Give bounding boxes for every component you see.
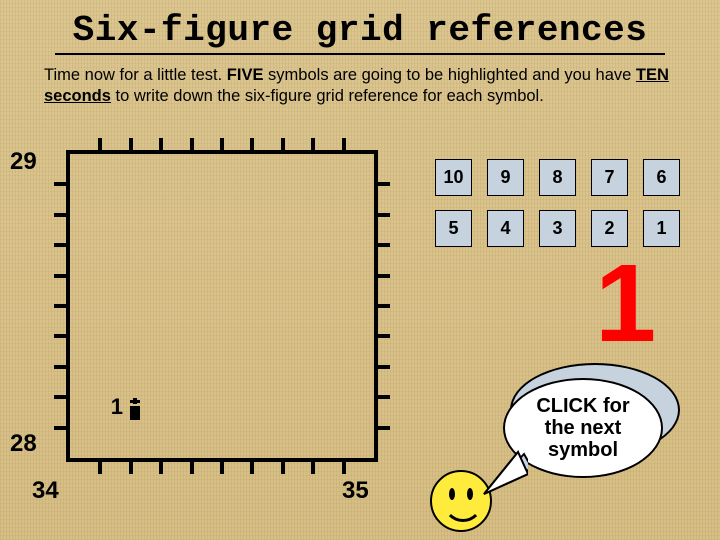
grid-tick	[281, 462, 285, 474]
grid-tick	[311, 138, 315, 150]
grid-tick	[129, 138, 133, 150]
grid-tick	[54, 426, 66, 430]
countdown-box: 7	[591, 159, 628, 196]
grid-tick	[250, 138, 254, 150]
countdown-box: 4	[487, 210, 524, 247]
grid-tick	[159, 138, 163, 150]
countdown-box: 10	[435, 159, 472, 196]
grid-tick	[54, 395, 66, 399]
speech-bubble-front-text: CLICK for the next symbol	[505, 389, 661, 467]
speech-bubble-tail-icon	[478, 450, 528, 500]
grid-tick	[54, 274, 66, 278]
church-icon	[127, 398, 143, 425]
symbol-marker-label: 1	[111, 394, 123, 420]
grid-tick	[54, 334, 66, 338]
grid-tick	[342, 462, 346, 474]
grid-tick	[159, 462, 163, 474]
grid-tick	[250, 462, 254, 474]
grid-tick	[378, 365, 390, 369]
grid-tick	[190, 138, 194, 150]
countdown-box: 6	[643, 159, 680, 196]
grid-tick	[378, 213, 390, 217]
grid-tick	[220, 138, 224, 150]
grid-tick	[54, 243, 66, 247]
grid-label-x-start: 34	[32, 477, 59, 505]
grid-label-top-left: 29	[10, 148, 37, 176]
grid-tick	[54, 365, 66, 369]
page-title: Six-figure grid references	[55, 0, 665, 55]
grid-tick	[378, 334, 390, 338]
countdown-box: 3	[539, 210, 576, 247]
grid-tick	[378, 304, 390, 308]
grid-tick	[98, 462, 102, 474]
grid-tick	[54, 182, 66, 186]
grid-tick	[342, 138, 346, 150]
grid-tick	[129, 462, 133, 474]
grid-tick	[378, 426, 390, 430]
grid-tick	[54, 304, 66, 308]
grid-tick	[190, 462, 194, 474]
grid-label-x-end: 35	[342, 477, 369, 505]
grid-tick	[378, 395, 390, 399]
grid-tick	[281, 138, 285, 150]
countdown-box: 8	[539, 159, 576, 196]
countdown-big-number: 1	[595, 240, 656, 367]
grid-label-bottom-left: 28	[10, 430, 37, 458]
countdown-box: 5	[435, 210, 472, 247]
grid-tick	[378, 182, 390, 186]
grid-tick	[98, 138, 102, 150]
grid-tick	[54, 213, 66, 217]
instructions-text: Time now for a little test. FIVE symbols…	[0, 61, 720, 106]
grid-square: 1	[66, 150, 378, 462]
grid-tick	[378, 274, 390, 278]
countdown-row-1: 10 9876	[435, 159, 680, 196]
countdown-box: 9	[487, 159, 524, 196]
grid-tick	[378, 243, 390, 247]
grid-tick	[311, 462, 315, 474]
grid-tick	[220, 462, 224, 474]
